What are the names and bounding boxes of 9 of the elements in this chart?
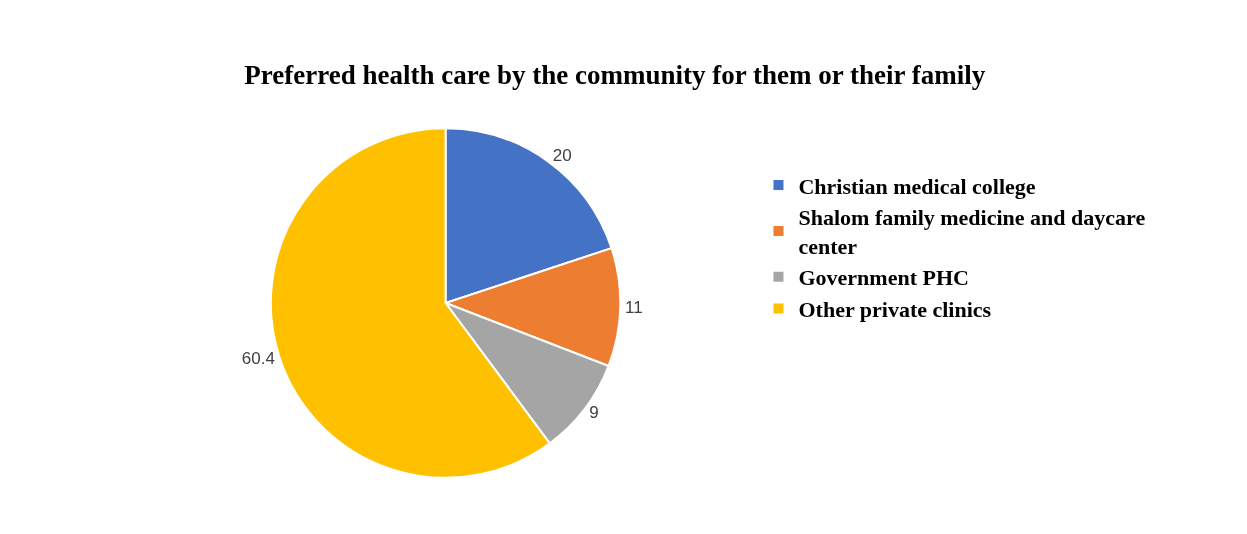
legend-label: Shalom family medicine and daycare center bbox=[798, 205, 1146, 259]
chart-title: Preferred health care by the community for them or their family bbox=[244, 60, 986, 91]
data-label: 60.4 bbox=[241, 349, 275, 369]
data-label: 9 bbox=[589, 402, 599, 422]
data-label: 11 bbox=[625, 297, 643, 317]
data-label: 20 bbox=[552, 145, 572, 165]
legend-label: Christian medical college bbox=[798, 173, 1036, 199]
legend-label: Other private clinics bbox=[798, 296, 992, 322]
legend-label: Government PHC bbox=[798, 265, 969, 291]
